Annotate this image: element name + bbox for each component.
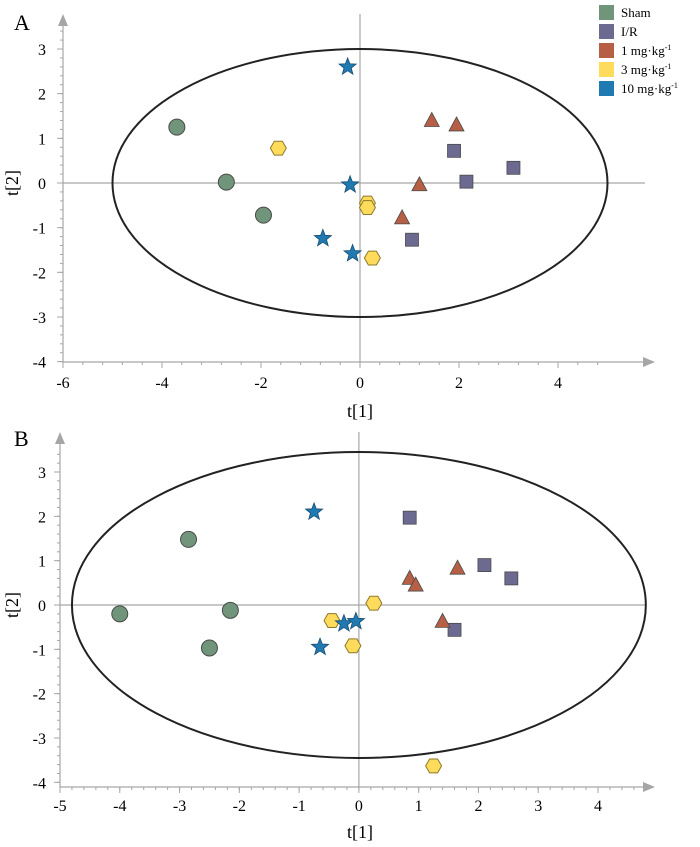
data-point-d3 — [365, 595, 383, 611]
data-point-d3 — [344, 638, 362, 654]
x-tick-label: -6 — [56, 375, 69, 392]
y-tick-label: 3 — [38, 42, 46, 59]
data-point-ir — [402, 510, 417, 525]
y-axis-title: t[2] — [2, 170, 22, 196]
x-tick-label: -5 — [53, 798, 66, 815]
y-tick-label: -2 — [33, 265, 46, 282]
y-tick-label: 0 — [38, 176, 46, 193]
data-point-sham — [200, 639, 218, 657]
panel-label: B — [14, 426, 29, 451]
data-point-ir — [405, 232, 419, 247]
x-axis-arrow — [643, 357, 655, 367]
data-point-d1 — [407, 576, 424, 592]
legend-swatch-d1 — [599, 43, 614, 58]
data-point-sham — [217, 173, 235, 191]
data-point-d3 — [269, 140, 287, 156]
data-point-ir — [459, 174, 474, 189]
y-tick-label: 0 — [38, 598, 46, 615]
y-tick-label: -3 — [33, 310, 46, 327]
x-tick-label: -2 — [233, 798, 246, 815]
y-tick-label: -2 — [33, 687, 46, 704]
data-point-d10 — [346, 611, 366, 630]
x-tick-label: 0 — [356, 375, 364, 392]
x-tick-label: -4 — [113, 798, 126, 815]
data-point-d10 — [310, 636, 330, 656]
x-tick-label: -3 — [173, 798, 186, 815]
y-tick-label: -4 — [33, 775, 46, 792]
legend-label-sham: Sham — [621, 5, 651, 20]
y-tick-label: -1 — [33, 642, 46, 659]
data-point-sham — [168, 118, 186, 136]
data-point-sham — [180, 530, 198, 548]
y-axis-title: t[2] — [2, 592, 22, 618]
legend-swatch-d3 — [599, 62, 614, 77]
legend-label-d10: 10 mg·kg-1 — [621, 81, 678, 96]
data-point-sham — [221, 601, 239, 619]
data-point-ir — [504, 571, 519, 586]
data-point-sham — [254, 206, 272, 224]
x-tick-label: -4 — [155, 375, 168, 392]
data-point-d1 — [411, 175, 428, 192]
y-axis-arrow — [58, 14, 68, 26]
data-point-d1 — [448, 116, 465, 132]
y-tick-label: -3 — [33, 731, 46, 748]
data-point-d1 — [393, 208, 411, 225]
data-point-ir — [477, 558, 492, 572]
y-tick-label: 1 — [38, 554, 46, 571]
x-axis-title: t[1] — [347, 822, 373, 842]
y-tick-label: 2 — [38, 87, 46, 104]
data-point-d3 — [323, 613, 341, 628]
data-point-d1 — [449, 559, 466, 575]
x-tick-label: 2 — [455, 375, 463, 392]
panel-b: B -5 -4 -3 -2 -1 0 1 2 3 4 -4 -3 -2 -1 0 1 2 3 t[1] t[2] — [2, 426, 655, 842]
y-tick-label: -1 — [33, 221, 46, 238]
y-axis-arrow — [55, 432, 65, 444]
y-tick-label: 1 — [38, 131, 46, 148]
legend-label-d3: 3 mg·kg-1 — [621, 62, 671, 77]
confidence-ellipse — [70, 451, 647, 759]
data-point-d1 — [434, 612, 451, 628]
data-point-d10 — [342, 243, 363, 262]
data-point-d3 — [363, 250, 381, 266]
x-tick-label: 4 — [594, 798, 602, 815]
data-point-d1 — [423, 111, 440, 127]
x-tick-label: -2 — [254, 375, 267, 392]
data-point-ir — [506, 160, 521, 175]
data-point-d10 — [337, 56, 358, 76]
panel-label: A — [14, 10, 30, 35]
legend-label-sup: -1 — [671, 81, 678, 90]
legend-label-sup: -1 — [665, 62, 672, 71]
data-point-sham — [111, 605, 129, 623]
x-tick-label: 1 — [415, 798, 423, 815]
x-axis-title: t[1] — [347, 401, 373, 421]
data-point-d10 — [313, 228, 333, 247]
legend: Sham I/R 1 mg·kg-1 3 mg·kg-1 10 mg·kg-1 — [599, 5, 678, 96]
legend-label-sup: -1 — [665, 43, 672, 52]
x-tick-label: 3 — [534, 798, 542, 815]
data-point-ir — [447, 143, 461, 158]
x-tick-label: 2 — [474, 798, 482, 815]
x-tick-label: 0 — [355, 798, 363, 815]
data-point-d3 — [425, 758, 443, 774]
data-point-ir — [447, 622, 462, 637]
confidence-ellipse — [111, 48, 609, 318]
x-axis-arrow — [643, 782, 655, 792]
data-point-d10 — [304, 501, 324, 521]
y-tick-label: -4 — [33, 355, 46, 372]
legend-swatch-ir — [599, 24, 614, 39]
legend-label-d1: 1 mg·kg-1 — [621, 43, 671, 58]
x-tick-label: -1 — [292, 798, 305, 815]
legend-swatch-d10 — [599, 81, 614, 96]
legend-label-ir: I/R — [621, 24, 638, 39]
x-tick-label: 4 — [554, 375, 562, 392]
legend-swatch-sham — [599, 5, 614, 20]
y-tick-label: 3 — [38, 465, 46, 482]
data-point-d3 — [358, 200, 377, 215]
y-tick-label: 2 — [38, 509, 46, 526]
data-point-d10 — [340, 174, 360, 193]
panel-a: A -6 -4 -2 0 2 4 -4 -3 -2 -1 0 1 2 3 t[1] t[2] — [2, 10, 655, 421]
